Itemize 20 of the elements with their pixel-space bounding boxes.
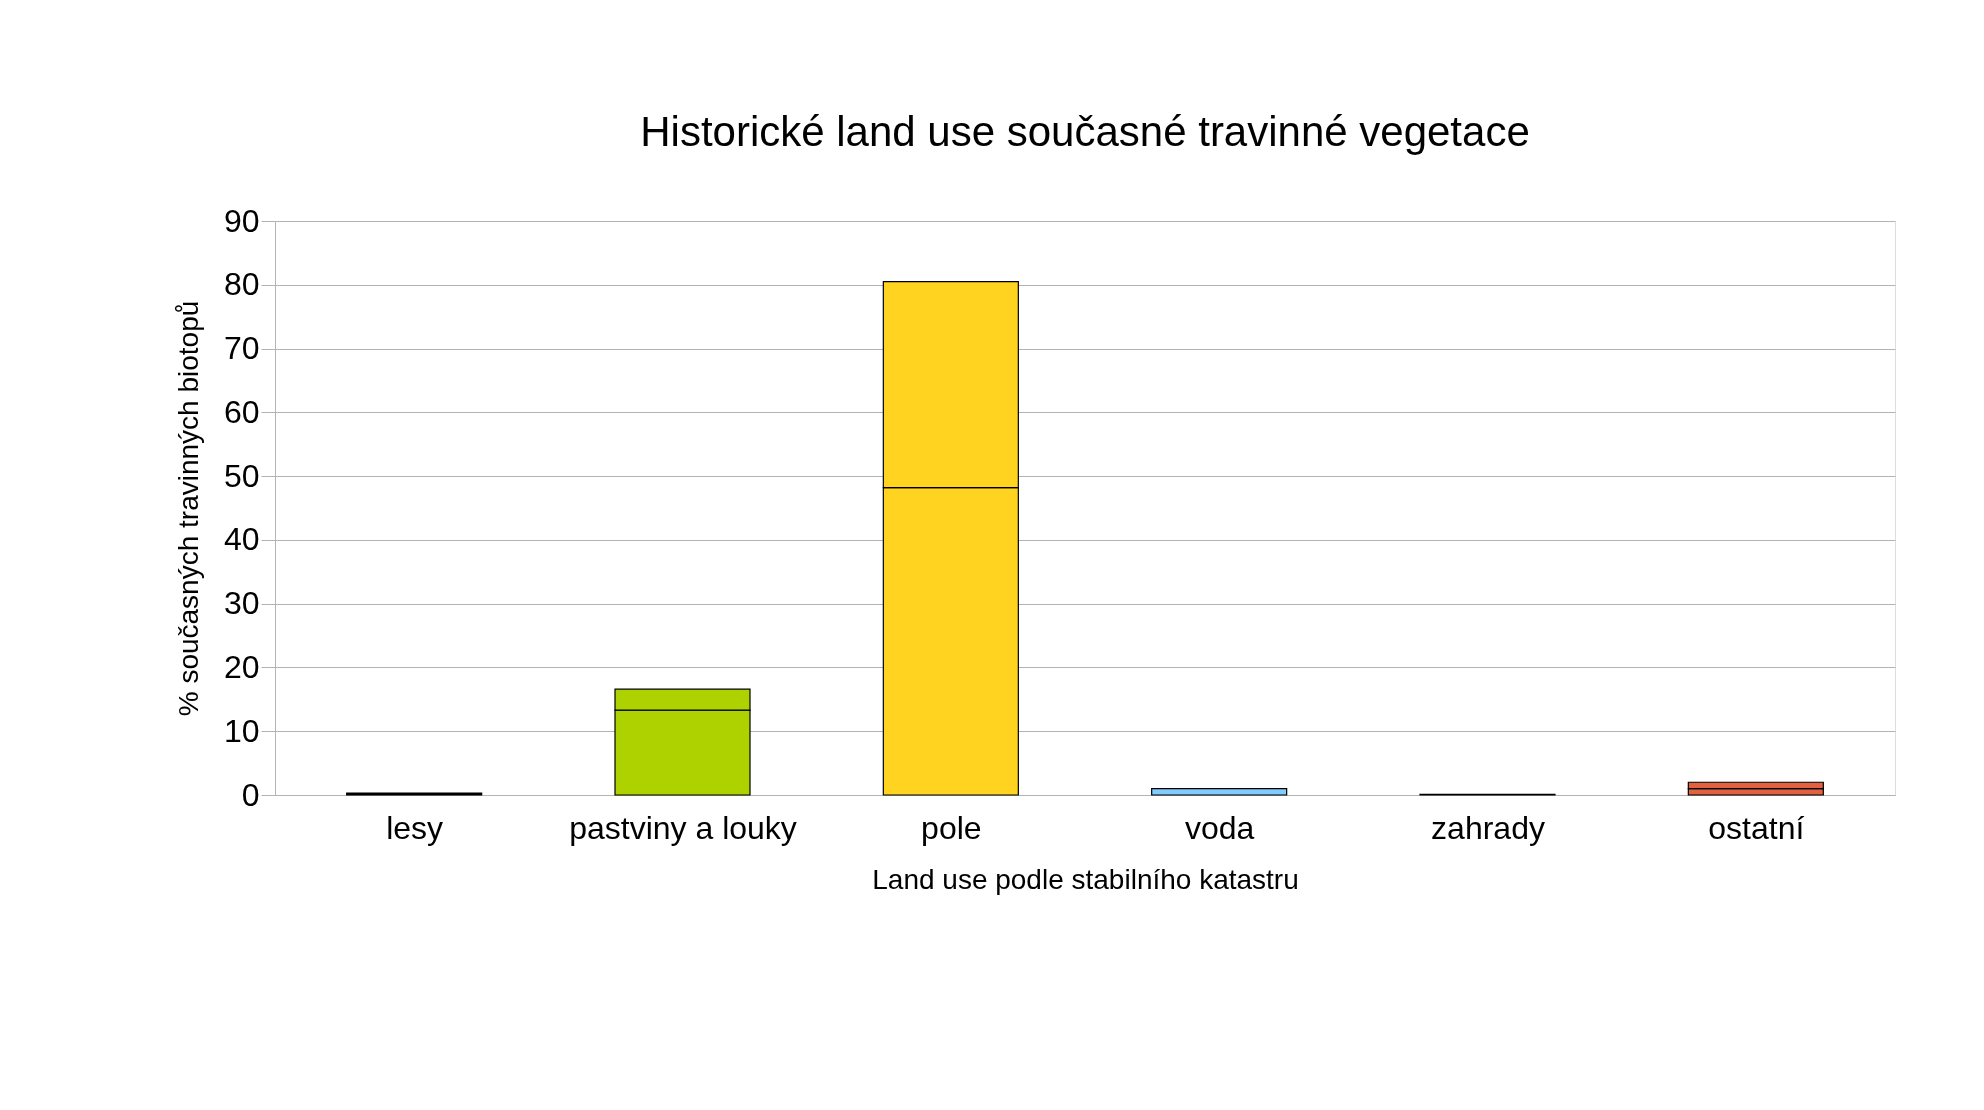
y-tick-label: 0 [241,776,260,813]
x-tick-label: pastviny a louky [569,809,797,846]
x-axis-title: Land use podle stabilního katastru [872,863,1299,895]
y-axis-title: % současných travinných biotopů [172,300,204,717]
y-tick-label: 20 [223,648,260,685]
bar [1151,788,1288,796]
x-tick-label: voda [1184,809,1255,846]
x-tick-label: lesy [386,809,444,846]
chart-title: Historické land use současné travinné vegetace [640,108,1530,155]
y-tick-label: 70 [223,330,260,367]
y-tick-label: 40 [223,521,260,558]
x-tick-label: ostatní [1708,809,1805,846]
y-tick-label: 80 [223,266,260,303]
y-tick-label: 30 [223,585,260,622]
y-tick-label: 60 [223,393,260,430]
y-tick-label: 10 [223,712,260,749]
x-tick-label: zahrady [1431,809,1545,846]
y-tick-label: 50 [223,457,260,494]
x-tick-label: pole [921,809,982,846]
y-tick-label: 90 [223,202,260,239]
